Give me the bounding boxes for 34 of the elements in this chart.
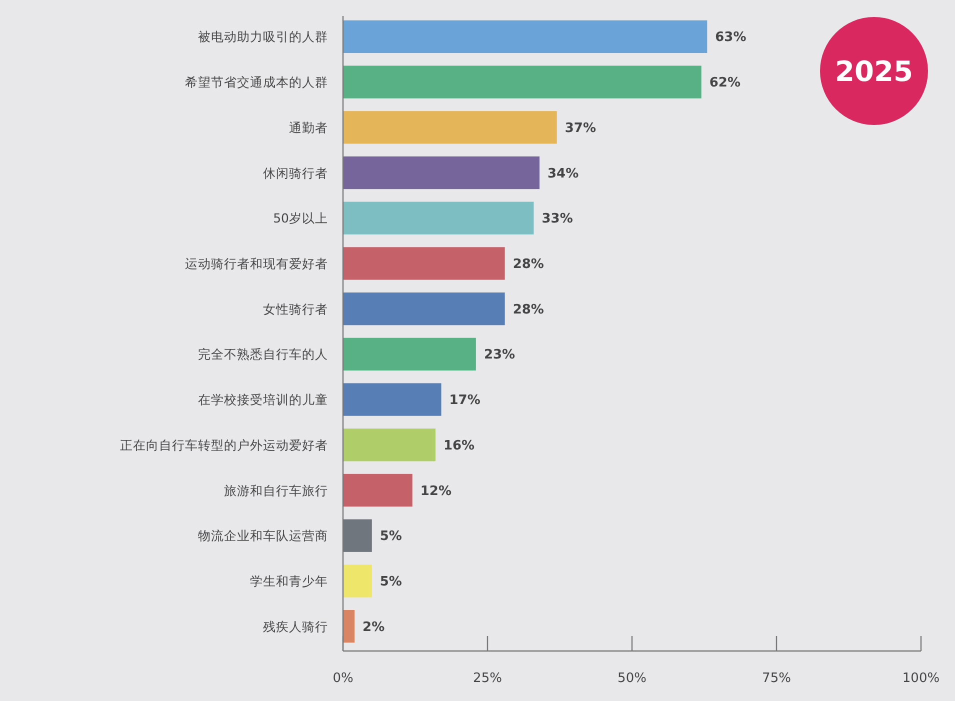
y-tick-label: 休闲骑行者 xyxy=(263,165,328,180)
data-label: 5% xyxy=(380,574,402,590)
y-tick-label: 通勤者 xyxy=(289,120,328,135)
annotation: 2025 xyxy=(835,55,913,88)
y-tick-label: 希望节省交通成本的人群 xyxy=(185,74,328,90)
x-tick-label: 75% xyxy=(762,671,791,686)
y-tick-label: 完全不熟悉自行车的人 xyxy=(198,346,328,362)
y-tick-label: 残疾人骑行 xyxy=(263,618,328,634)
data-label: 28% xyxy=(512,256,544,272)
data-label: 23% xyxy=(484,348,516,363)
y-tick-label: 运动骑行者和现有爱好者 xyxy=(185,256,328,271)
data-label: 17% xyxy=(449,393,480,408)
data-label: 63% xyxy=(715,30,746,46)
y-tick-label: 在学校接受培训的儿童 xyxy=(198,392,328,408)
y-tick-label: 被电动助力吸引的人群 xyxy=(198,29,328,44)
y-tick-label: 50岁以上 xyxy=(273,210,328,226)
y-tick-label: 学生和青少年 xyxy=(250,573,328,588)
data-label: 37% xyxy=(564,120,596,136)
data-label: 5% xyxy=(380,529,402,544)
data-label: 16% xyxy=(443,438,475,454)
x-tick-label: 0% xyxy=(332,671,354,686)
y-tick-label: 女性骑行者 xyxy=(263,301,328,316)
y-tick-label: 正在向自行车转型的户外运动爱好者 xyxy=(120,437,328,452)
data-label: 12% xyxy=(420,484,452,499)
x-tick-label: 25% xyxy=(473,671,502,686)
data-label: 62% xyxy=(709,76,740,91)
x-tick-label: 50% xyxy=(618,671,646,686)
data-label: 2% xyxy=(362,620,385,635)
data-label: 34% xyxy=(548,166,579,182)
data-label: 28% xyxy=(512,302,544,318)
y-tick-label: 物流企业和车队运营商 xyxy=(198,528,328,544)
data-label: 33% xyxy=(542,212,573,227)
x-tick-label: 100% xyxy=(902,671,940,686)
y-tick-label: 旅游和自行车旅行 xyxy=(224,482,328,498)
